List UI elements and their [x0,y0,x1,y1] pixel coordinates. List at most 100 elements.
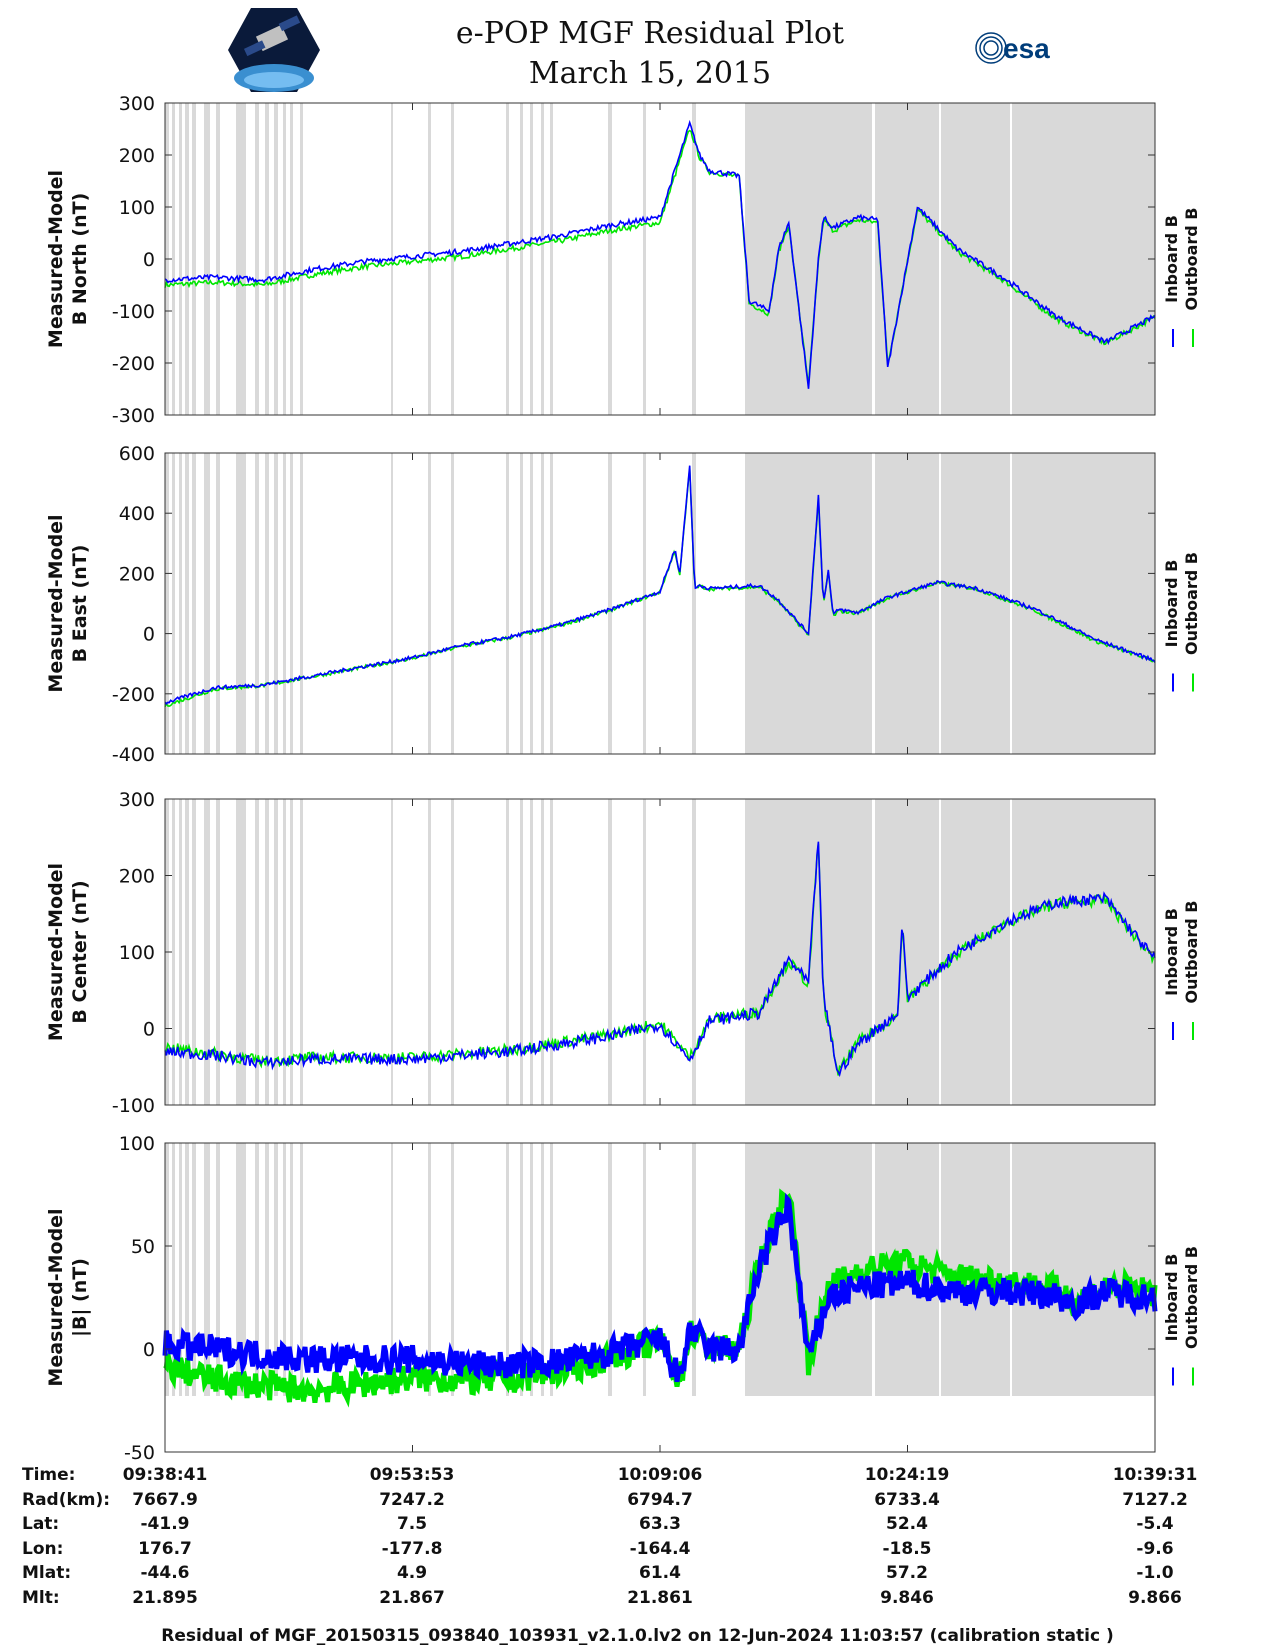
data-gap-bar [290,103,293,415]
ephemeris-value: 176.7 [138,1538,192,1559]
data-gap-bar [692,453,696,754]
data-gap-bar [608,1143,612,1396]
data-gap-bar [192,1143,196,1396]
data-gap-bar [216,103,220,415]
data-gap-bar [265,1143,269,1396]
data-gap-bar [204,1143,210,1396]
data-gap-bar [428,799,431,1105]
cassiope-logo-icon [228,8,320,92]
data-gap-bar [520,453,523,754]
data-gap-region [875,453,939,754]
ephemeris-value: -41.9 [140,1514,190,1535]
ephemeris-value: 57.2 [886,1563,928,1584]
data-gap-region [1012,799,1155,1105]
y-axis-label-line-1: Measured-Model [45,863,67,1041]
data-gap-bar [165,1143,169,1396]
legend-inboard-label: Inboard B [1162,560,1181,648]
ephemeris-value: 7247.2 [379,1489,445,1510]
ephemeris-label: Mlt: [22,1587,60,1608]
data-gap-bar [451,799,454,1105]
y-tick-label: 100 [119,942,155,964]
ephemeris-value: 7667.9 [132,1489,198,1510]
data-gap-bar [179,453,182,754]
ephemeris-value: 09:53:53 [369,1465,455,1485]
inboard-series-line [164,465,1156,705]
ephemeris-value: 52.4 [886,1514,928,1535]
legend-outboard-label: Outboard B [1182,208,1201,311]
data-gap-bar [290,453,293,754]
footer-caption: Residual of MGF_20150315_093840_103931_v… [161,1626,1114,1646]
data-gap-bar [290,799,293,1105]
data-gap-region [941,799,1010,1105]
data-gap-bar [541,453,544,754]
data-gap-bar [290,1143,293,1396]
data-gap-bar [506,1143,509,1396]
data-gap-bar [643,453,646,754]
y-tick-label: 200 [119,866,155,888]
data-gap-bar [265,799,269,1105]
data-gap-bar [506,799,509,1105]
data-gap-bar [692,1143,696,1396]
data-gap-bar [274,103,278,415]
data-gap-region [1012,1143,1155,1396]
data-gap-bar [172,453,175,754]
ephemeris-value: 6794.7 [627,1489,693,1510]
y-axis-label-line-2: B East (nT) [69,545,91,663]
data-gap-bar [179,799,182,1105]
data-gap-bar [185,1143,189,1396]
data-gap-bar [255,1143,259,1396]
data-gap-bar [216,799,220,1105]
y-axis-label-line-2: |B| (nT) [69,1258,91,1337]
data-gap-region [745,453,872,754]
data-gap-bar [451,1143,454,1396]
ephemeris-value: 7127.2 [1122,1489,1188,1510]
data-gap-bar [172,103,175,415]
data-gap-bar [185,799,189,1105]
data-gap-bar [692,799,696,1105]
data-gap-bar [506,103,509,415]
y-tick-label: -400 [112,744,155,766]
inboard-series-line [162,1192,1158,1383]
esa-logo-text: esa [1003,33,1050,64]
panel-4: 100 50 0 -50 Measured-Model |B| (nT) Inboard B… [45,1133,1201,1464]
data-gap-bar [274,1143,278,1396]
data-gap-bar [236,453,246,754]
data-gap-bar [265,103,269,415]
data-gap-bar [451,103,454,415]
data-gap-bar [608,453,612,754]
y-tick-label: -100 [112,1095,155,1117]
data-gap-bar [550,799,553,1105]
data-gap-bar [185,453,189,754]
data-gap-bar [541,103,544,415]
data-gap-region [1012,453,1155,754]
data-gap-bar [520,799,523,1105]
data-gap-bar [300,103,303,415]
data-gap-bar [216,453,220,754]
y-tick-label: 0 [143,1019,155,1041]
data-gap-bar [550,453,553,754]
data-gap-bar [255,453,259,754]
ephemeris-value: 21.861 [627,1587,693,1608]
data-gap-bar [255,799,259,1105]
panel-3: 300 200 100 0 -100 Measured-Model B Center (nT… [45,789,1201,1117]
chart-title: e-POP MGF Residual Plot March 15, 2015 [400,14,900,94]
ephemeris-value: 9.866 [1128,1587,1182,1608]
ephemeris-value: 63.3 [639,1514,681,1535]
ephemeris-label: Rad(km): [22,1489,111,1510]
data-gap-bar [283,453,286,754]
data-gap-bar [391,1143,393,1396]
data-gap-bar [300,799,303,1105]
data-gap-bar [391,453,393,754]
ephemeris-value: -1.0 [1136,1563,1174,1584]
ephemeris-value: 21.895 [132,1587,198,1608]
y-tick-label: 300 [119,789,155,811]
data-gap-bar [643,1143,646,1396]
y-tick-label: 0 [143,1339,155,1361]
data-gap-bar [520,103,523,415]
ephemeris-value: -5.4 [1136,1514,1174,1535]
ephemeris-value: 61.4 [639,1563,681,1584]
ephemeris-value: 9.846 [880,1587,934,1608]
y-tick-label: 0 [143,249,155,271]
data-gap-bar [530,799,533,1105]
